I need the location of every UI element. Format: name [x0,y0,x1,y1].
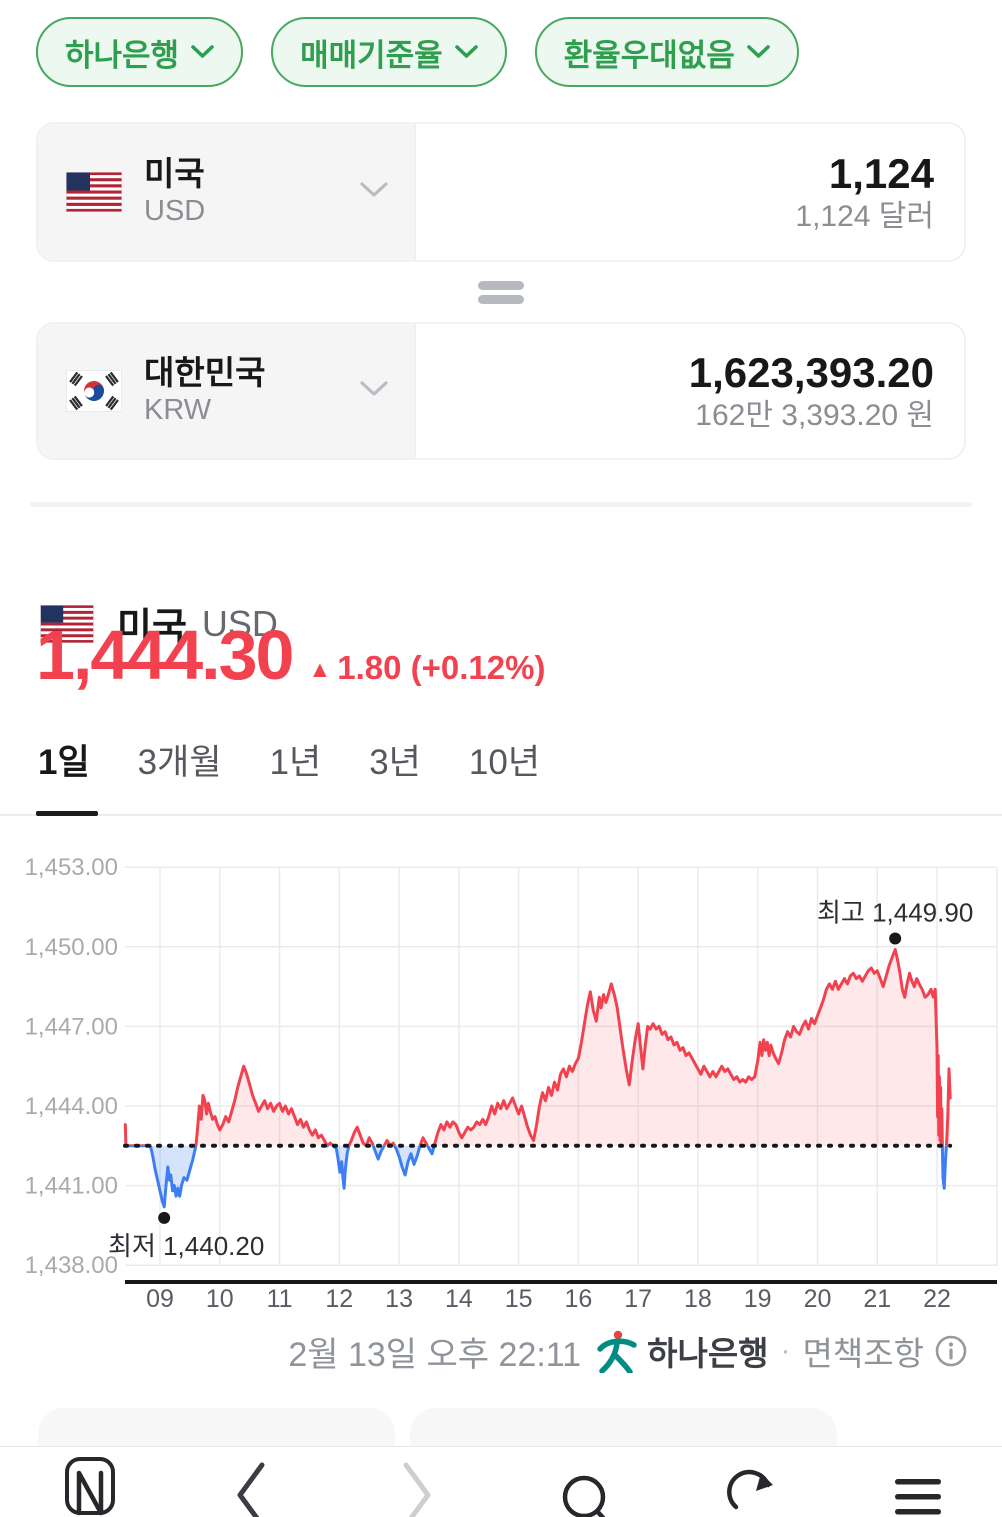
svg-text:1,438.00: 1,438.00 [25,1252,118,1279]
provider-label: 하나은행 [647,1335,769,1372]
svg-text:1,453.00: 1,453.00 [25,854,118,881]
tab-1day[interactable]: 1일 [38,743,90,782]
from-amount-field[interactable]: 1,124 1,124 달러 [416,124,964,260]
tab-3years[interactable]: 3년 [369,743,421,782]
chevron-down-icon [191,45,214,59]
current-price: 1,444.30 [36,616,294,694]
svg-text:14: 14 [445,1285,473,1313]
filter-pills: 하나은행 매매기준율 환율우대없음 [36,17,799,87]
info-icon[interactable] [934,1334,968,1368]
svg-text:13: 13 [385,1285,413,1313]
chevron-down-icon [747,45,770,59]
quote-timestamp: 2월 13일 오후 22:11 [288,1335,582,1374]
svg-text:22: 22 [923,1285,951,1313]
discount-filter-label: 환율우대없음 [563,37,735,73]
tabs-underline [0,814,1002,816]
back-icon[interactable] [230,1457,270,1517]
tab-3months[interactable]: 3개월 [137,743,222,782]
discount-filter-button[interactable]: 환율우대없음 [534,17,799,87]
menu-icon[interactable] [893,1457,943,1517]
low-annotation: 최저 1,440.20 [108,1211,264,1261]
quote-country-label: 미국 [117,607,187,649]
tab-10years[interactable]: 10년 [468,743,541,782]
chevron-down-icon [454,45,478,59]
from-code-label: USD [144,195,206,228]
browser-toolbar [0,1446,1002,1517]
us-flag-icon [40,604,94,643]
section-divider [30,502,972,507]
tab-1year[interactable]: 1년 [269,743,322,782]
up-arrow-icon: ▲ [308,656,332,682]
converter-from-card: 미국 USD 1,124 1,124 달러 [36,122,966,262]
from-amount-value: 1,124 [828,149,934,197]
svg-text:19: 19 [744,1285,772,1313]
quote-code-label: USD [201,602,278,644]
price-row: 1,444.30 ▲ 1.80 (+0.12%) [36,614,545,697]
to-amount-value: 1,623,393.20 [688,348,934,396]
series-line [123,948,952,1209]
chevron-down-icon [359,181,389,204]
from-currency-selector[interactable]: 미국 USD [38,124,416,260]
quote-header: 미국 USD [40,596,278,651]
y-axis-labels: 1,453.00 1,450.00 1,447.00 1,444.00 1,441.00… [25,854,118,1279]
price-line-chart[interactable]: 1,453.00 1,450.00 1,447.00 1,444.00 1,441.00… [0,850,1002,1320]
svg-text:10: 10 [206,1285,234,1313]
from-country-label: 미국 [144,154,205,192]
naver-app-icon[interactable] [62,1457,118,1517]
rate-type-filter-label: 매매기준율 [300,37,443,73]
active-tab-indicator [36,811,98,816]
swap-currencies-icon[interactable] [478,281,524,309]
chevron-down-icon [359,380,389,403]
to-amount-field[interactable]: 1,623,393.20 162만 3,393.20 원 [416,324,964,458]
hana-bank-logo-icon [597,1330,637,1373]
high-annotation: 최고 1,449.90 [817,897,973,945]
separator-dot: · [780,1334,791,1367]
bank-filter-button[interactable]: 하나은행 [36,17,244,87]
svg-text:1,447.00: 1,447.00 [25,1013,118,1040]
price-change-text: 1.80 (+0.12%) [337,649,546,686]
x-axis-labels: 09 10 11 12 13 14 15 16 17 18 19 20 21 22 [146,1285,951,1313]
svg-text:1,450.00: 1,450.00 [25,934,118,961]
refresh-icon[interactable] [725,1457,777,1517]
svg-text:15: 15 [505,1285,533,1313]
kr-flag-icon [66,370,122,412]
svg-text:21: 21 [863,1285,891,1313]
search-icon[interactable] [559,1457,609,1517]
svg-text:20: 20 [804,1285,832,1313]
svg-text:16: 16 [564,1285,592,1313]
from-amount-caption: 1,124 달러 [795,199,934,233]
series-area [125,949,951,1207]
to-country-label: 대한민국 [144,353,266,391]
svg-text:17: 17 [624,1285,652,1313]
bank-filter-label: 하나은행 [65,37,180,73]
to-code-label: KRW [144,394,212,427]
us-flag-icon [66,172,122,212]
svg-text:1,441.00: 1,441.00 [25,1173,118,1200]
svg-text:12: 12 [325,1285,353,1313]
converter-to-card: 대한민국 KRW 1,623,393.20 162만 3,393.20 원 [36,322,966,460]
svg-text:11: 11 [267,1285,293,1313]
chart-footer: 2월 13일 오후 22:11 하나은행 · 면책조항 [0,1327,968,1375]
svg-text:최저 1,440.20: 최저 1,440.20 [108,1231,264,1261]
svg-text:18: 18 [684,1285,712,1313]
svg-text:1,444.00: 1,444.00 [25,1093,118,1120]
svg-text:09: 09 [146,1285,174,1313]
price-change: ▲ 1.80 (+0.12%) [308,649,545,687]
forward-icon[interactable] [398,1457,438,1517]
rate-type-filter-button[interactable]: 매매기준율 [271,17,507,87]
to-currency-selector[interactable]: 대한민국 KRW [38,324,416,458]
disclaimer-link[interactable]: 면책조항 [802,1335,924,1372]
svg-text:최고 1,449.90: 최고 1,449.90 [817,897,973,927]
range-tabs: 1일 3개월 1년 3년 10년 [38,742,540,784]
to-amount-caption: 162만 3,393.20 원 [695,398,934,432]
